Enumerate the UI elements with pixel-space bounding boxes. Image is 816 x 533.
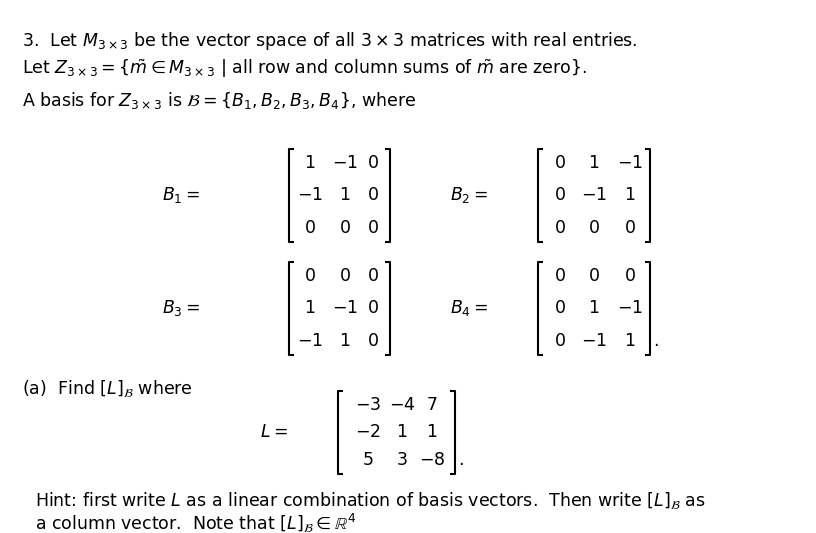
Text: $-1$: $-1$ xyxy=(297,186,323,204)
Text: $1$: $1$ xyxy=(588,154,600,172)
Text: $0$: $0$ xyxy=(367,299,379,317)
Text: $0$: $0$ xyxy=(554,154,566,172)
Text: .: . xyxy=(653,332,659,350)
Text: $-1$: $-1$ xyxy=(297,332,323,350)
Text: $0$: $0$ xyxy=(339,219,351,237)
Text: $1$: $1$ xyxy=(339,186,351,204)
Text: $-3$: $-3$ xyxy=(355,396,381,414)
Text: $-8$: $-8$ xyxy=(419,451,446,469)
Text: $L =$: $L =$ xyxy=(260,423,288,441)
Text: $0$: $0$ xyxy=(554,299,566,317)
Text: $1$: $1$ xyxy=(339,332,351,350)
Text: $1$: $1$ xyxy=(397,423,408,441)
Text: $1$: $1$ xyxy=(304,299,316,317)
Text: Let $Z_{3\times3} = \{\tilde{m} \in M_{3\times3}$ | all row and column sums of $: Let $Z_{3\times3} = \{\tilde{m} \in M_{3… xyxy=(22,58,587,80)
Text: $0$: $0$ xyxy=(588,267,600,285)
Text: a column vector.  Note that $[L]_{\mathcal{B}} \in \mathbb{R}^4$: a column vector. Note that $[L]_{\mathca… xyxy=(35,512,357,533)
Text: $0$: $0$ xyxy=(624,267,636,285)
Text: $-1$: $-1$ xyxy=(332,154,358,172)
Text: $3$: $3$ xyxy=(397,451,408,469)
Text: $B_3 =$: $B_3 =$ xyxy=(162,298,200,318)
Text: $0$: $0$ xyxy=(554,186,566,204)
Text: $B_2 =$: $B_2 =$ xyxy=(450,185,488,205)
Text: (a)  Find $[L]_{\mathcal{B}}$ where: (a) Find $[L]_{\mathcal{B}}$ where xyxy=(22,378,193,399)
Text: $0$: $0$ xyxy=(624,219,636,237)
Text: $1$: $1$ xyxy=(588,299,600,317)
Text: $7$: $7$ xyxy=(426,396,437,414)
Text: $0$: $0$ xyxy=(554,267,566,285)
Text: $1$: $1$ xyxy=(624,332,636,350)
Text: $-1$: $-1$ xyxy=(581,186,607,204)
Text: $0$: $0$ xyxy=(339,267,351,285)
Text: $0$: $0$ xyxy=(304,267,316,285)
Text: A basis for $Z_{3\times3}$ is $\mathcal{B} = \{B_1, B_2, B_3, B_4\}$, where: A basis for $Z_{3\times3}$ is $\mathcal{… xyxy=(22,90,416,111)
Text: $-1$: $-1$ xyxy=(332,299,358,317)
Text: $0$: $0$ xyxy=(554,332,566,350)
Text: $0$: $0$ xyxy=(367,267,379,285)
Text: $-1$: $-1$ xyxy=(617,154,643,172)
Text: 3.  Let $M_{3\times3}$ be the vector space of all $3 \times 3$ matrices with rea: 3. Let $M_{3\times3}$ be the vector spac… xyxy=(22,30,637,52)
Text: .: . xyxy=(458,451,463,469)
Text: Hint: first write $L$ as a linear combination of basis vectors.  Then write $[L]: Hint: first write $L$ as a linear combin… xyxy=(35,490,706,511)
Text: $0$: $0$ xyxy=(367,186,379,204)
Text: $B_1 =$: $B_1 =$ xyxy=(162,185,200,205)
Text: $5$: $5$ xyxy=(362,451,374,469)
Text: $0$: $0$ xyxy=(367,332,379,350)
Text: $0$: $0$ xyxy=(304,219,316,237)
Text: $0$: $0$ xyxy=(367,154,379,172)
Text: $-2$: $-2$ xyxy=(355,423,381,441)
Text: $0$: $0$ xyxy=(367,219,379,237)
Text: $B_4 =$: $B_4 =$ xyxy=(450,298,488,318)
Text: $1$: $1$ xyxy=(304,154,316,172)
Text: $-1$: $-1$ xyxy=(617,299,643,317)
Text: $1$: $1$ xyxy=(624,186,636,204)
Text: $1$: $1$ xyxy=(426,423,437,441)
Text: $0$: $0$ xyxy=(588,219,600,237)
Text: $-4$: $-4$ xyxy=(388,396,415,414)
Text: $-1$: $-1$ xyxy=(581,332,607,350)
Text: $0$: $0$ xyxy=(554,219,566,237)
